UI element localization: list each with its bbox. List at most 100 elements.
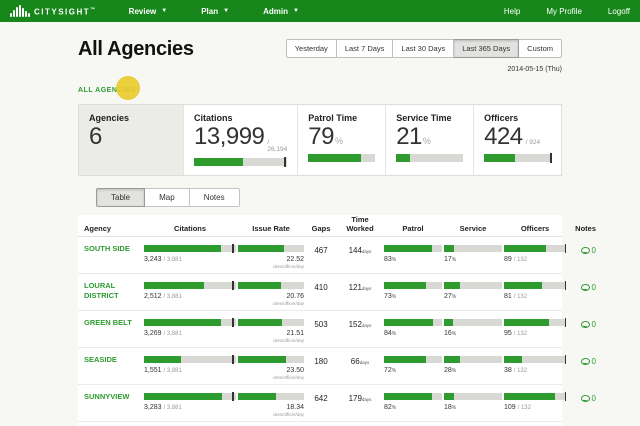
issue-rate-unit: cites/officer/day	[272, 412, 304, 417]
issue-rate-cell: 22.52 cites/officer/day	[238, 244, 304, 269]
patrol-cell: 83%	[384, 244, 442, 263]
stat-card-citations[interactable]: Citations 13,999 / 26,194	[183, 105, 297, 175]
range-button-last-7-days[interactable]: Last 7 Days	[336, 39, 394, 58]
patrol-bar	[384, 282, 442, 289]
menu-review[interactable]: Review ▼	[128, 6, 168, 16]
agency-name-link[interactable]: SEASIDE	[84, 355, 117, 364]
table-row[interactable]: SUNNYVIEW 3,283 / 3,881 18.34 cites/offic…	[78, 385, 596, 422]
agency-name-link[interactable]: LOURAL DISTRICT	[84, 281, 119, 300]
main-content: All Agencies Yesterday Last 7 Days Last 30…	[78, 38, 596, 426]
stat-unit: %	[422, 136, 431, 146]
stat-value: 13,999	[194, 123, 265, 150]
stat-card-officers[interactable]: Officers 424 / 924	[473, 105, 561, 175]
service-bar	[444, 282, 502, 289]
notes-cell[interactable]: 0	[568, 318, 598, 329]
service-cell: 27%	[444, 281, 502, 300]
stat-card-patrol-time[interactable]: Patrol Time 79 %	[297, 105, 385, 175]
notes-cell[interactable]: 0	[568, 392, 598, 403]
service-cell: 28%	[444, 355, 502, 374]
days-unit: days	[359, 360, 370, 365]
service-cell: 16%	[444, 318, 502, 337]
target-tick	[232, 355, 234, 364]
time-worked-cell: 66days	[350, 357, 370, 366]
chevron-down-icon: ▼	[292, 8, 299, 14]
time-worked-cell: 179days	[348, 394, 372, 403]
patrol-cell: 72%	[384, 355, 442, 374]
target-tick	[283, 157, 286, 167]
column-header-issue-rate: Issue Rate	[252, 224, 290, 233]
service-bar	[444, 356, 502, 363]
brand-name: CITYSIGHT™	[34, 7, 97, 17]
officers-bar	[504, 355, 567, 364]
range-button-yesterday[interactable]: Yesterday	[285, 39, 337, 58]
agency-name-link[interactable]: SUNNYVIEW	[84, 392, 130, 401]
column-header-patrol: Patrol	[402, 224, 424, 233]
gaps-cell: 642	[314, 394, 328, 403]
logoff-link[interactable]: Logoff	[607, 6, 630, 16]
percent-unit: %	[451, 294, 457, 300]
citations-bar	[144, 318, 236, 327]
stat-unit: %	[334, 136, 343, 146]
notes-cell[interactable]: 0	[568, 281, 598, 292]
table-row[interactable]: SEASIDE 1,551 / 3,881 23.50 cites/officer…	[78, 348, 596, 385]
stat-card-agencies[interactable]: Agencies 6	[79, 105, 183, 175]
gaps-cell: 180	[314, 357, 328, 366]
notes-cell[interactable]: 0	[568, 355, 598, 366]
speech-bubble-icon	[580, 284, 590, 291]
table-row[interactable]: SOUTH SIDE 3,243 / 3,881 22.52 cites/offi…	[78, 237, 596, 274]
stats-summary-panel: Agencies 6 Citations 13,999 / 26,194 Pat…	[78, 104, 562, 176]
table-row[interactable]: GREEN BELT 3,269 / 3,881 21.51 cites/offi…	[78, 311, 596, 348]
citations-bar	[144, 244, 236, 253]
help-link[interactable]: Help	[503, 6, 521, 16]
gaps-cell: 467	[314, 246, 328, 255]
target-tick	[232, 244, 234, 253]
citysight-logo[interactable]: CITYSIGHT™	[10, 5, 97, 17]
range-button-custom[interactable]: Custom	[519, 39, 562, 58]
top-navbar: CITYSIGHT™ Review ▼ Plan ▼ Admin ▼ Help My …	[0, 0, 640, 22]
column-header-notes: Notes	[575, 224, 596, 233]
table-row[interactable]: LOURAL DISTRICT 2,512 / 3,881 20.76 cites…	[78, 274, 596, 311]
menu-plan[interactable]: Plan ▼	[201, 6, 230, 16]
range-button-last-365-days[interactable]: Last 365 Days	[454, 39, 520, 58]
patrol-bar	[384, 393, 442, 400]
gaps-cell: 503	[314, 320, 328, 329]
issue-rate-unit: cites/officer/day	[272, 301, 304, 306]
patrol-progress-bar	[308, 154, 376, 162]
date-range-button-group: Yesterday Last 7 Days Last 30 Days Last 365…	[285, 39, 562, 58]
column-header-gaps: Gaps	[311, 224, 331, 233]
issue-rate-bar	[238, 356, 304, 363]
officers-cell: 81 / 132	[504, 281, 567, 300]
column-header-agency: Agency	[84, 224, 112, 233]
chevron-down-icon: ▼	[223, 8, 230, 14]
agency-name-link[interactable]: GREEN BELT	[84, 318, 132, 327]
stat-total: / 924	[525, 139, 541, 146]
citations-cell: 3,269 / 3,881	[144, 318, 236, 337]
tab-table[interactable]: Table	[96, 188, 146, 207]
time-worked-cell: 144days	[348, 246, 372, 255]
trademark-mark: ™	[90, 7, 97, 14]
stat-value: 21	[396, 123, 422, 150]
nav-right-links: Help My Profile Logoff	[504, 7, 630, 16]
column-header-officers: Officers	[520, 224, 550, 233]
current-date-label: 2014-05-15 (Thu)	[507, 66, 562, 73]
speech-bubble-icon	[580, 358, 590, 365]
tab-notes[interactable]: Notes	[189, 188, 240, 207]
citations-bar	[144, 281, 236, 290]
agency-name-link[interactable]: SOUTH SIDE	[84, 244, 130, 253]
days-unit: days	[361, 323, 372, 328]
my-profile-link[interactable]: My Profile	[546, 6, 582, 16]
range-button-last-30-days[interactable]: Last 30 Days	[393, 39, 455, 58]
time-worked-cell: 121days	[348, 283, 372, 292]
tab-map[interactable]: Map	[145, 188, 190, 207]
breadcrumb-all-agencies[interactable]: ALL AGENCIES	[78, 87, 136, 94]
days-unit: days	[361, 249, 372, 254]
notes-cell[interactable]: 0	[568, 244, 598, 255]
stat-value: 424	[484, 123, 523, 150]
target-tick	[549, 153, 552, 163]
officers-cell: 89 / 132	[504, 244, 567, 263]
table-row[interactable]: SEAVIEW 141 / 3,881 10.85cites/officer/d…	[78, 422, 562, 426]
percent-unit: %	[391, 294, 397, 300]
stat-card-service-time[interactable]: Service Time 21 %	[385, 105, 473, 175]
menu-admin[interactable]: Admin ▼	[263, 6, 299, 16]
target-tick	[564, 355, 567, 364]
